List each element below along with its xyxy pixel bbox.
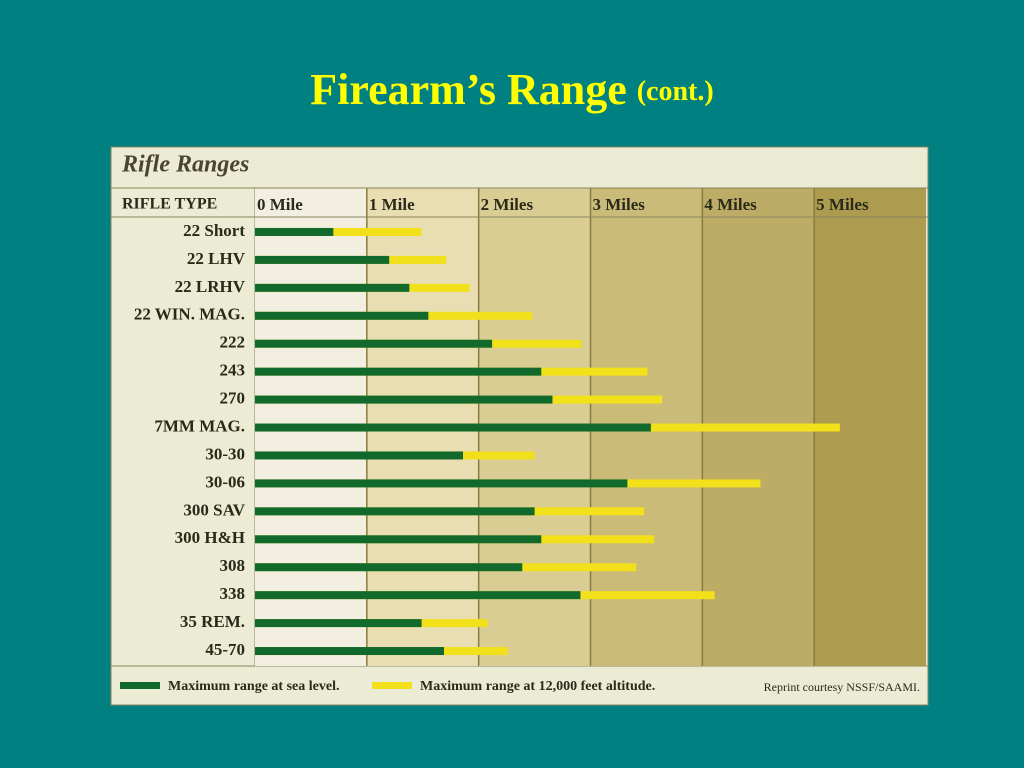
bar [255,227,422,236]
y-tick-label: 300 H&H [175,528,245,547]
category-header: RIFLE TYPE [122,196,217,213]
bar [255,395,553,404]
y-tick-label: 222 [220,333,246,352]
legend-swatch [372,682,412,689]
title-main: Firearm’s Range [310,65,626,114]
x-tick-label: 3 Miles [593,195,646,214]
y-tick-label: 22 LRHV [175,277,246,296]
bar [255,507,535,516]
bar [255,255,390,264]
legend-label: Maximum range at 12,000 feet altitude. [420,679,655,694]
bar [255,227,334,236]
y-tick-label: 243 [220,361,246,380]
bar [255,367,542,376]
bar [255,451,464,460]
y-tick-label: 308 [220,556,246,575]
y-tick-label: 22 Short [183,221,245,240]
bar [255,647,444,656]
bar [255,591,581,600]
y-tick-label: 338 [220,584,246,603]
y-tick-label: 45-70 [205,640,245,659]
x-tick-label: 2 Miles [481,195,534,214]
bar [255,311,429,320]
x-tick-label: 4 Miles [704,195,757,214]
bar [255,563,523,572]
y-tick-label: 300 SAV [183,500,245,519]
y-tick-label: 22 WIN. MAG. [134,305,245,324]
chart-title: Rifle Ranges [121,152,249,178]
legend-swatch [120,682,160,689]
y-tick-label: 7MM MAG. [154,416,245,435]
bar [255,339,493,348]
bar [255,283,410,292]
source-note: Reprint courtesy NSSF/SAAMI. [764,680,920,694]
bar [255,479,628,488]
y-tick-label: 270 [220,389,246,408]
title-sub: (cont.) [637,76,714,107]
bar [255,535,542,544]
y-tick-label: 22 LHV [187,249,246,268]
bar [255,619,422,628]
x-tick-label: 0 Mile [257,195,303,214]
bar [255,423,651,432]
x-tick-label: 1 Mile [369,195,415,214]
legend-label: Maximum range at sea level. [168,679,339,694]
y-tick-label: 30-06 [205,472,245,491]
y-tick-label: 35 REM. [180,612,245,631]
y-tick-label: 30-30 [205,444,245,463]
x-tick-label: 5 Miles [816,195,869,214]
slide-title: Firearm’s Range (cont.) [310,65,713,114]
